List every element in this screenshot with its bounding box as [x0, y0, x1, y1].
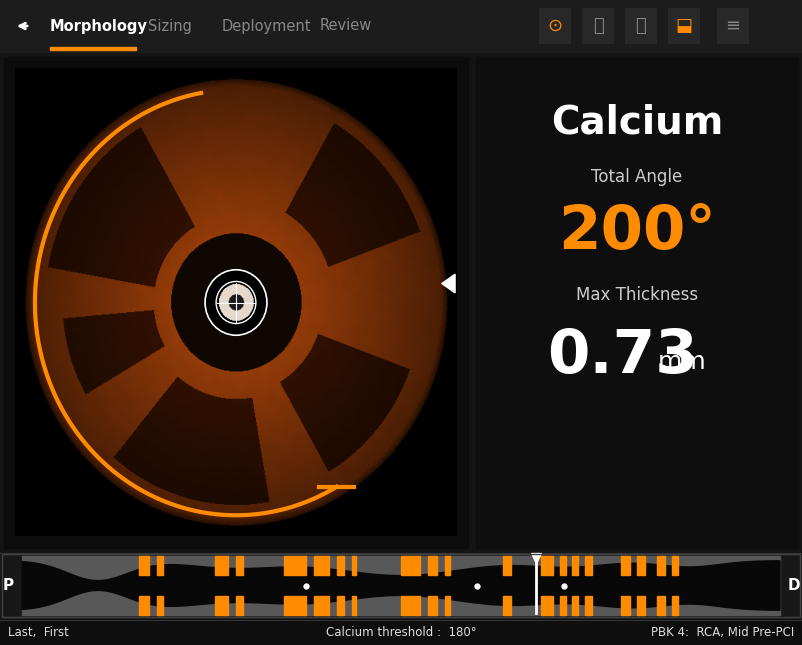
Text: PBK 4:  RCA, Mid Pre-PCI: PBK 4: RCA, Mid Pre-PCI: [650, 626, 794, 639]
Bar: [427, 556, 437, 575]
Bar: [401, 596, 420, 615]
Bar: [560, 596, 566, 615]
Text: ⧉: ⧉: [593, 17, 603, 35]
Bar: [50, 47, 136, 50]
Bar: [572, 556, 577, 575]
Bar: [352, 556, 355, 575]
Bar: [625, 8, 657, 44]
Bar: [560, 556, 566, 575]
Bar: [337, 556, 344, 575]
Bar: [0, 0, 802, 52]
Bar: [717, 8, 749, 44]
Bar: [284, 596, 306, 615]
Text: 200°: 200°: [558, 203, 716, 261]
Bar: [427, 596, 437, 615]
Polygon shape: [22, 561, 780, 610]
Bar: [657, 556, 665, 575]
Bar: [0, 620, 802, 645]
Text: Max Thickness: Max Thickness: [576, 286, 698, 304]
Text: 1 mm: 1 mm: [344, 512, 376, 522]
Bar: [504, 596, 511, 615]
Text: ⬓: ⬓: [675, 17, 692, 35]
Text: ⏵: ⏵: [636, 17, 646, 35]
Bar: [157, 556, 163, 575]
Bar: [445, 596, 450, 615]
Bar: [140, 596, 149, 615]
Bar: [314, 556, 329, 575]
Text: Morphology: Morphology: [50, 19, 148, 34]
Bar: [236, 556, 243, 575]
Bar: [284, 556, 306, 575]
Bar: [621, 556, 630, 575]
Bar: [215, 556, 229, 575]
Bar: [621, 596, 630, 615]
Bar: [668, 8, 700, 44]
Bar: [4, 57, 468, 548]
Bar: [672, 596, 678, 615]
Text: Sizing: Sizing: [148, 19, 192, 34]
Bar: [504, 556, 511, 575]
Text: F: 318: F: 318: [18, 526, 54, 539]
Bar: [215, 596, 229, 615]
Bar: [572, 596, 577, 615]
Bar: [22, 556, 780, 615]
Bar: [401, 556, 420, 575]
Bar: [476, 57, 798, 548]
Text: Review: Review: [320, 19, 372, 34]
Bar: [585, 596, 592, 615]
Bar: [541, 596, 553, 615]
Bar: [585, 556, 592, 575]
Bar: [352, 596, 355, 615]
Bar: [638, 596, 645, 615]
Text: Calcium threshold :  180°: Calcium threshold : 180°: [326, 626, 476, 639]
Bar: [0, 553, 802, 618]
Text: ⊙: ⊙: [548, 17, 562, 35]
Text: 0.73: 0.73: [547, 328, 698, 386]
Bar: [2, 554, 800, 617]
Bar: [541, 556, 553, 575]
Text: Last,  First: Last, First: [8, 626, 69, 639]
Bar: [657, 596, 665, 615]
Text: D: D: [788, 578, 800, 593]
Bar: [157, 596, 163, 615]
Bar: [140, 556, 149, 575]
Bar: [445, 556, 450, 575]
Bar: [672, 556, 678, 575]
Polygon shape: [442, 274, 455, 293]
Text: mm: mm: [658, 350, 707, 374]
Text: ≡: ≡: [726, 17, 740, 35]
Text: Calcium: Calcium: [551, 103, 723, 141]
Bar: [236, 596, 243, 615]
Bar: [539, 8, 571, 44]
Bar: [638, 556, 645, 575]
Bar: [314, 596, 329, 615]
Text: P: P: [2, 578, 14, 593]
Text: Deployment: Deployment: [222, 19, 311, 34]
Text: Total Angle: Total Angle: [591, 168, 683, 186]
Bar: [582, 8, 614, 44]
Bar: [337, 596, 344, 615]
